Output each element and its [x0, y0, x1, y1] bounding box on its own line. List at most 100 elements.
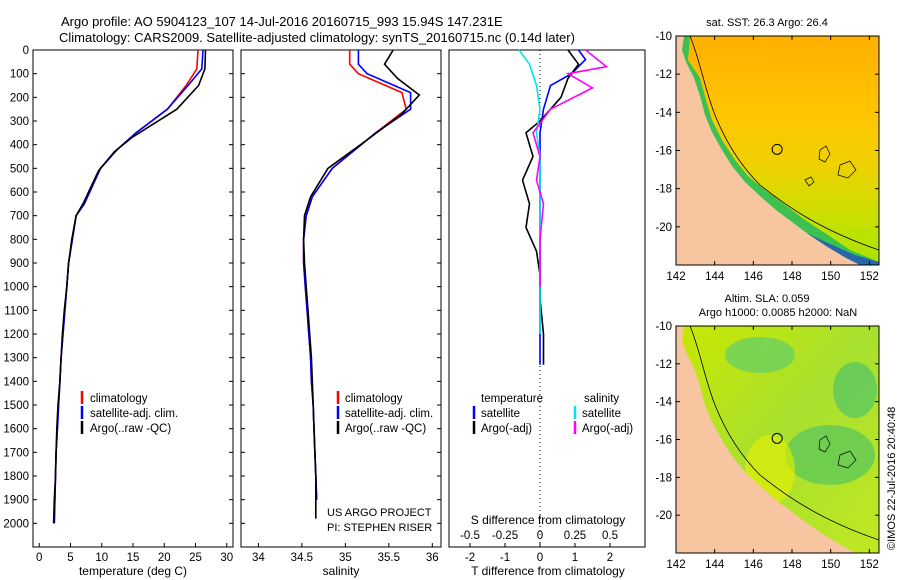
lon-tick-label: 142	[666, 271, 685, 283]
depth-axis-ticks: 0 100 200 300 400 500 600 700 800 900 1000 1100 1200…	[3, 45, 233, 530]
x-tick-label: 25	[189, 552, 202, 564]
temperature-xlabel: temperature (deg C)	[79, 564, 187, 578]
imos-credit: ©IMOS 22-Jul-2016 20:40:48	[886, 407, 898, 550]
lat-tick-label: -18	[655, 472, 672, 484]
legend-label-argo: Argo(..raw -QC)	[90, 423, 171, 435]
depth-tick-label: 300	[10, 116, 29, 128]
salinity-xlabel: salinity	[323, 564, 360, 578]
depth-tick-label: 1800	[3, 471, 29, 483]
series-temperature-argo-adj-	[521, 49, 580, 365]
series-argo-raw-qc-	[302, 49, 421, 519]
sst-map-ticks: 142 144 146 148 150 152 -10 -12 -14 -16 -18 -20	[655, 31, 879, 283]
sst-contour	[689, 36, 879, 251]
x-tick-label: 20	[158, 552, 171, 564]
lat-tick-label: -10	[655, 31, 672, 43]
sla-map-title-line1: Altim. SLA: 0.059	[725, 293, 810, 305]
salinity-panel: 34 34.5 35 35.5 36 salinity climatology sate…	[240, 49, 442, 578]
x-tick-label: 36	[426, 552, 439, 564]
difference-x-ticks: -2 -1 0 1 2	[465, 543, 613, 564]
depth-tick-label: 800	[10, 234, 29, 246]
legend-label-argo: Argo(..raw -QC)	[345, 423, 426, 435]
difference-plot-frame	[448, 49, 646, 548]
lon-tick-label: 146	[744, 271, 763, 283]
lon-tick-label: 146	[744, 559, 763, 571]
lon-tick-label: 150	[821, 271, 840, 283]
series-argo-raw-qc-	[52, 49, 207, 524]
temperature-x-ticks: 0 5 10 15 20 25 30	[36, 543, 233, 564]
salinity-difference-ticks: -0.5 -0.25 0 0.25 0.5	[460, 530, 618, 542]
sst-map-panel: sat. SST: 26.3 Argo: 26.4 142 144 146 148 15…	[655, 17, 880, 283]
depth-tick-label: 600	[10, 187, 29, 199]
series-salinity-argo-adj-	[532, 49, 609, 287]
x-tick-label: 34.5	[291, 552, 313, 564]
x-tick-label: 35	[339, 552, 352, 564]
legend-title-salinity: salinity	[584, 393, 619, 405]
s-diff-tick-label: 0.5	[602, 530, 618, 542]
lat-tick-label: -12	[655, 359, 672, 371]
temperature-legend: climatology satellite-adj. clim. Argo(..…	[80, 391, 178, 435]
difference-legend: temperature salinity satellite Argo(-adj…	[472, 393, 633, 435]
lon-tick-label: 144	[705, 559, 725, 571]
lat-tick-label: -20	[655, 222, 672, 234]
depth-tick-label: 500	[10, 163, 29, 175]
series-climatology	[53, 49, 199, 524]
legend-label-satellite: satellite-adj. clim.	[345, 408, 433, 420]
legend-label-s-satellite: satellite	[582, 408, 621, 420]
legend-label-t-satellite: satellite	[481, 408, 520, 420]
sst-land	[676, 36, 860, 265]
legend-label-s-argo: Argo(-adj)	[582, 423, 633, 435]
salinity-plot-frame	[240, 49, 442, 548]
depth-tick-label: 1400	[3, 376, 29, 388]
lat-tick-label: -16	[655, 435, 672, 447]
legend-label-climatology: climatology	[90, 393, 148, 405]
sla-reef-outline	[818, 435, 857, 469]
depth-tick-label: 700	[10, 211, 29, 223]
s-diff-tick-label: -0.25	[492, 530, 518, 542]
sla-anomaly-blob	[833, 362, 877, 418]
series-salinity-satellite	[518, 49, 541, 334]
lon-tick-label: 148	[782, 271, 801, 283]
pi-annotation: PI: STEPHEN RISER	[327, 522, 432, 534]
x-tick-label: 35.5	[378, 552, 400, 564]
x-tick-label: 0	[537, 552, 543, 564]
lat-tick-label: -18	[655, 184, 672, 196]
depth-tick-label: 1700	[3, 447, 29, 459]
depth-tick-label: 400	[10, 140, 29, 152]
depth-tick-label: 900	[10, 258, 29, 270]
salinity-depth-ticks	[241, 49, 441, 524]
depth-tick-label: 1300	[3, 353, 29, 365]
x-tick-label: 34	[252, 552, 265, 564]
x-tick-label: 10	[95, 552, 108, 564]
sla-argo-position-marker	[771, 432, 783, 444]
sla-map-ticks: 142 144 146 148 150 152 -10 -12 -14 -16 -18 -20	[655, 321, 879, 571]
s-diff-tick-label: 0.25	[564, 530, 586, 542]
x-tick-label: 15	[127, 552, 140, 564]
x-tick-label: -1	[500, 552, 510, 564]
salinity-series	[302, 49, 421, 519]
legend-label-satellite: satellite-adj. clim.	[90, 408, 178, 420]
x-tick-label: 5	[67, 552, 73, 564]
difference-series	[518, 49, 609, 365]
lon-tick-label: 152	[860, 559, 879, 571]
sla-anomaly-blob	[785, 425, 875, 485]
sla-land	[676, 326, 856, 553]
figure-title-line1: Argo profile: AO 5904123_107 14-Jul-2016…	[61, 14, 503, 29]
difference-panel: -2 -1 0 1 2 -0.5 -0.25 0 0.25 0.5 S difference f…	[448, 49, 646, 578]
lat-tick-label: -14	[655, 107, 672, 119]
series-temperature-satellite	[539, 49, 587, 365]
lat-tick-label: -12	[655, 69, 672, 81]
sst-map-title: sat. SST: 26.3 Argo: 26.4	[706, 17, 828, 29]
temperature-series	[52, 49, 207, 524]
x-tick-label: 30	[220, 552, 233, 564]
lon-tick-label: 144	[705, 271, 725, 283]
lat-tick-label: -10	[655, 321, 672, 333]
depth-tick-label: 0	[23, 45, 29, 57]
s-difference-label: S difference from climatology	[471, 513, 626, 527]
legend-label-climatology: climatology	[345, 393, 403, 405]
depth-tick-label: 1100	[4, 305, 29, 317]
lat-tick-label: -20	[655, 510, 672, 522]
lon-tick-label: 150	[821, 559, 840, 571]
depth-tick-label: 200	[10, 92, 29, 104]
x-tick-label: 0	[36, 552, 42, 564]
